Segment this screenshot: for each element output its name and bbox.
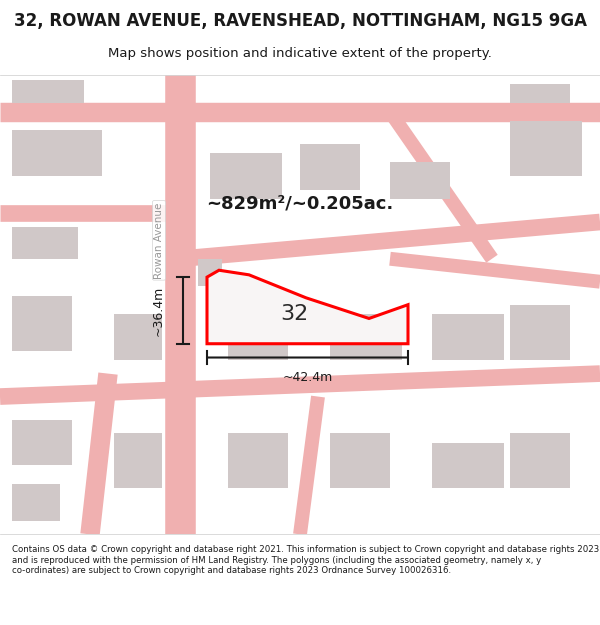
Text: ~42.4m: ~42.4m: [283, 371, 332, 384]
Text: ~829m²/~0.205ac.: ~829m²/~0.205ac.: [206, 194, 394, 213]
Bar: [12, 419, 72, 466]
Polygon shape: [207, 270, 408, 344]
Bar: [510, 121, 582, 176]
Bar: [432, 442, 504, 489]
Bar: [510, 304, 570, 360]
Bar: [12, 79, 84, 102]
Bar: [12, 227, 78, 259]
Bar: [114, 433, 162, 489]
Bar: [228, 304, 288, 360]
Text: Map shows position and indicative extent of the property.: Map shows position and indicative extent…: [108, 48, 492, 61]
Bar: [510, 433, 570, 489]
Text: Contains OS data © Crown copyright and database right 2021. This information is : Contains OS data © Crown copyright and d…: [12, 545, 599, 575]
Bar: [390, 162, 450, 199]
Bar: [300, 144, 360, 190]
Bar: [114, 314, 162, 360]
Text: 32: 32: [280, 304, 308, 324]
Bar: [198, 259, 222, 286]
Bar: [510, 84, 570, 102]
Text: Rowan Avenue: Rowan Avenue: [154, 202, 164, 279]
Bar: [228, 433, 288, 489]
Bar: [330, 314, 402, 360]
Bar: [432, 314, 504, 360]
Text: ~36.4m: ~36.4m: [152, 285, 165, 336]
Bar: [210, 153, 282, 199]
Text: 32, ROWAN AVENUE, RAVENSHEAD, NOTTINGHAM, NG15 9GA: 32, ROWAN AVENUE, RAVENSHEAD, NOTTINGHAM…: [14, 12, 587, 30]
Bar: [12, 130, 102, 176]
Bar: [330, 433, 390, 489]
Bar: [12, 484, 60, 521]
Bar: [12, 296, 72, 351]
